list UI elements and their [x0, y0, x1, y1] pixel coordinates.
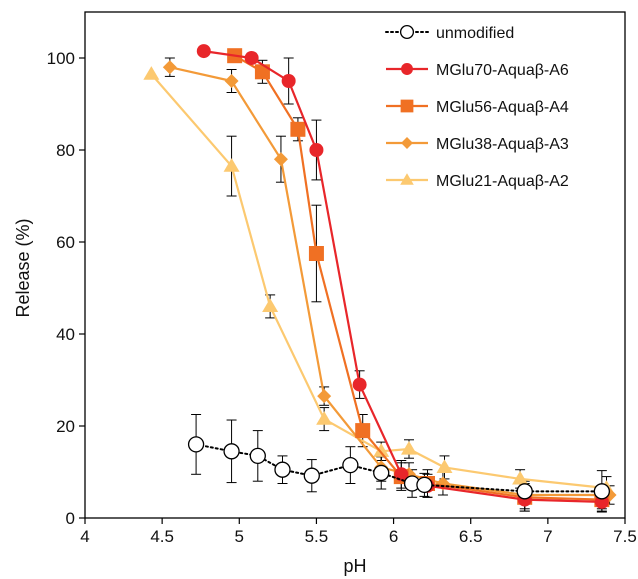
x-tick-label: 7.5	[613, 527, 637, 546]
data-point-mglu38-aqua-a3	[224, 74, 239, 88]
x-tick-label: 5.5	[305, 527, 329, 546]
legend: unmodified MGlu70-Aquaβ-A6 MGlu56-Aquaβ-A4…	[385, 24, 569, 190]
legend-marker-mglu56-aqua-a4	[400, 99, 414, 113]
y-tick-label: 100	[47, 49, 75, 68]
legend-label-mglu21-aqua-a2: MGlu21-Aquaβ-A2	[436, 173, 569, 190]
data-point-unmodified	[303, 467, 320, 484]
data-point-mglu21-aqua-a2	[436, 459, 453, 473]
data-point-unmodified	[373, 464, 390, 482]
x-tick-label: 4	[80, 527, 89, 546]
data-point-unmodified	[593, 483, 611, 500]
legend-label-mglu70-aqua-a6: MGlu70-Aquaβ-A6	[436, 62, 569, 79]
series-layer	[143, 44, 617, 509]
data-point-mglu21-aqua-a2	[223, 158, 240, 172]
legend-label-mglu56-aqua-a4: MGlu56-Aquaβ-A4	[436, 99, 569, 116]
x-tick-label: 4.5	[150, 527, 174, 546]
legend-marker-unmodified	[399, 24, 415, 40]
legend-marker-mglu70-aqua-a6	[401, 63, 413, 75]
data-point-mglu56-aqua-a4	[355, 423, 371, 439]
legend-label-mglu38-aqua-a3: MGlu38-Aquaβ-A3	[436, 136, 569, 153]
data-point-mglu70-aqua-a6	[244, 51, 259, 65]
data-point-unmodified	[416, 476, 433, 494]
plot-frame	[84, 11, 626, 519]
data-point-unmodified	[187, 436, 205, 453]
data-point-mglu38-aqua-a3	[162, 60, 177, 75]
y-tick-label: 20	[56, 417, 75, 436]
data-point-mglu21-aqua-a2	[143, 66, 160, 80]
x-tick-label: 7	[543, 527, 552, 546]
legend-label-unmodified: unmodified	[436, 25, 514, 42]
data-point-unmodified	[223, 443, 240, 460]
x-tick-label: 5	[235, 527, 244, 546]
data-point-mglu70-aqua-a6	[309, 143, 324, 157]
data-point-mglu38-aqua-a3	[317, 389, 332, 404]
data-point-mglu21-aqua-a2	[262, 298, 279, 312]
x-tick-label: 6	[389, 527, 398, 546]
x-axis-title: pH	[343, 556, 366, 576]
data-point-unmodified	[274, 461, 291, 478]
legend-marker-mglu21-aqua-a2	[400, 173, 414, 185]
series-line-mglu38-aqua-a3	[169, 66, 610, 497]
data-point-unmodified	[516, 483, 533, 500]
data-point-mglu56-aqua-a4	[308, 246, 324, 261]
y-tick-label: 60	[56, 233, 75, 252]
data-point-mglu21-aqua-a2	[401, 441, 417, 455]
data-point-mglu56-aqua-a4	[254, 64, 270, 80]
axes-layer: 4 4.5 5 5.5 6 6.5 7 7.5 0 20 40 60 80 100	[47, 11, 637, 546]
series-line-mglu70-aqua-a6	[203, 50, 602, 503]
data-point-unmodified	[249, 447, 266, 465]
data-point-mglu56-aqua-a4	[290, 121, 306, 137]
y-tick-label: 0	[66, 509, 75, 528]
x-tick-label: 6.5	[459, 527, 483, 546]
y-axis-title: Release (%)	[13, 218, 33, 317]
data-point-mglu21-aqua-a2	[512, 470, 529, 485]
data-point-mglu70-aqua-a6	[196, 44, 211, 59]
series-line-mglu56-aqua-a4	[234, 54, 602, 501]
legend-marker-mglu38-aqua-a3	[401, 137, 413, 149]
data-point-mglu21-aqua-a2	[373, 443, 390, 457]
y-tick-label: 40	[56, 325, 75, 344]
data-point-mglu38-aqua-a3	[273, 152, 288, 167]
data-point-mglu70-aqua-a6	[281, 74, 296, 88]
data-point-unmodified	[342, 456, 359, 474]
data-point-mglu21-aqua-a2	[316, 411, 333, 425]
data-point-mglu70-aqua-a6	[352, 377, 367, 392]
y-tick-label: 80	[56, 141, 75, 160]
